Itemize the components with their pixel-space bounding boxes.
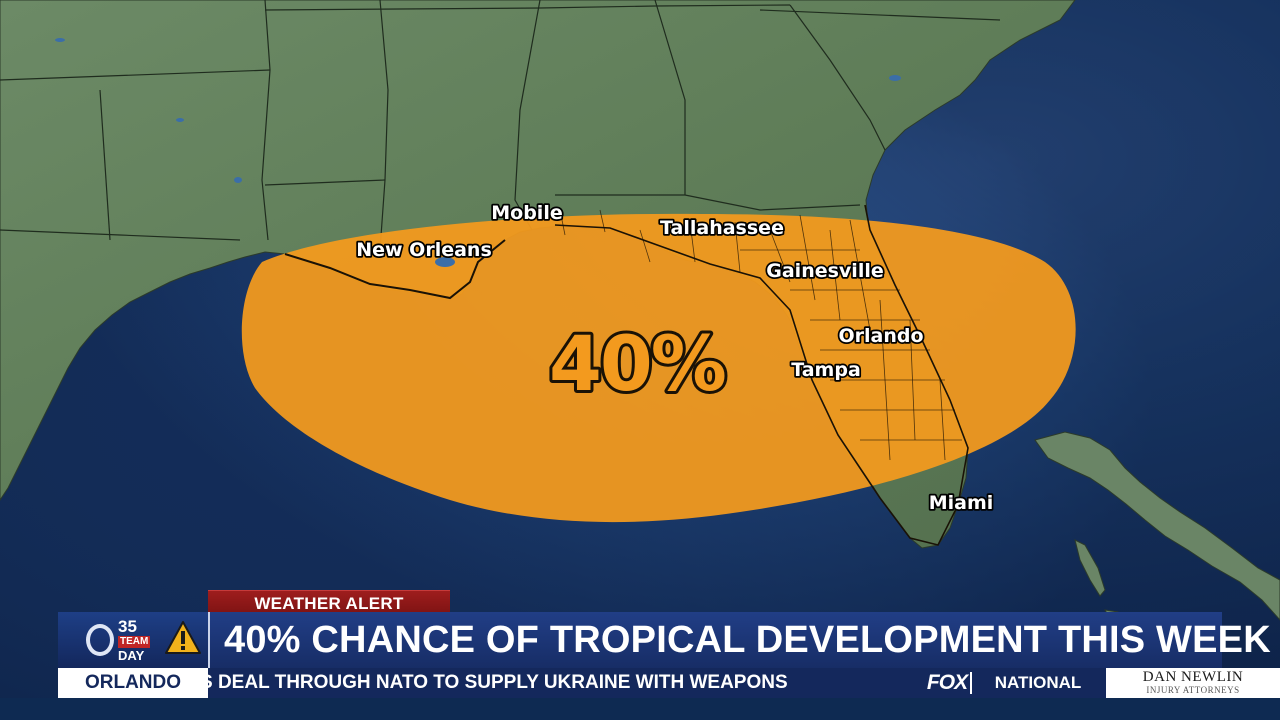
logo-ring-icon	[86, 624, 114, 656]
fox-logo: FOX	[926, 671, 968, 694]
headline-bar: 40% CHANCE OF TROPICAL DEVELOPMENT THIS …	[210, 612, 1271, 668]
logo-team-text: TEAM	[118, 636, 151, 648]
city-label-miami: Miami	[929, 492, 994, 514]
logo-day-text: DAY	[118, 648, 145, 663]
state-borders	[0, 0, 1001, 251]
sponsor-logo: DAN NEWLIN INJURY ATTORNEYS	[1106, 668, 1280, 698]
florida-outline	[554, 204, 969, 546]
city-labels: New Orleans Mobile Tallahassee Gainesvil…	[354, 200, 995, 516]
warning-triangle-icon	[165, 621, 201, 654]
lower-third: WEATHER ALERT 35 TEAM DAY 40% CHANCE OF …	[0, 588, 1280, 720]
lakes	[55, 38, 901, 267]
city-label-tallahassee: Tallahassee	[660, 217, 784, 239]
county-borders	[559, 209, 962, 461]
sponsor-tagline: INJURY ATTORNEYS	[1146, 685, 1240, 695]
ticker-divider	[970, 672, 972, 694]
cuba	[1034, 431, 1280, 621]
outlook-area	[241, 213, 1076, 523]
bahamas	[1074, 539, 1106, 597]
bottom-strip	[0, 698, 1280, 720]
city-label-gainesville: Gainesville	[766, 260, 883, 282]
ticker-region: NATIONAL	[994, 673, 1082, 692]
headline: 40% CHANCE OF TROPICAL DEVELOPMENT THIS …	[224, 619, 1271, 661]
city-label-tampa: Tampa	[791, 359, 861, 381]
ticker-location: ORLANDO	[58, 668, 208, 698]
city-label-mobile: Mobile	[491, 202, 562, 224]
station-logo: 35 TEAM DAY	[58, 612, 210, 668]
city-label-orlando: Orlando	[838, 325, 923, 347]
louisiana-coast	[284, 239, 506, 300]
ticker-text: S DEAL THROUGH NATO TO SUPPLY UKRAINE WI…	[208, 672, 788, 693]
city-label-new-orleans: New Orleans	[356, 239, 492, 261]
sponsor-name: DAN NEWLIN	[1142, 669, 1244, 685]
news-ticker: ORLANDO S DEAL THROUGH NATO TO SUPPLY UK…	[58, 668, 1280, 698]
logo-channel-number: 35	[118, 617, 137, 636]
probability-label: 40%	[549, 319, 725, 408]
